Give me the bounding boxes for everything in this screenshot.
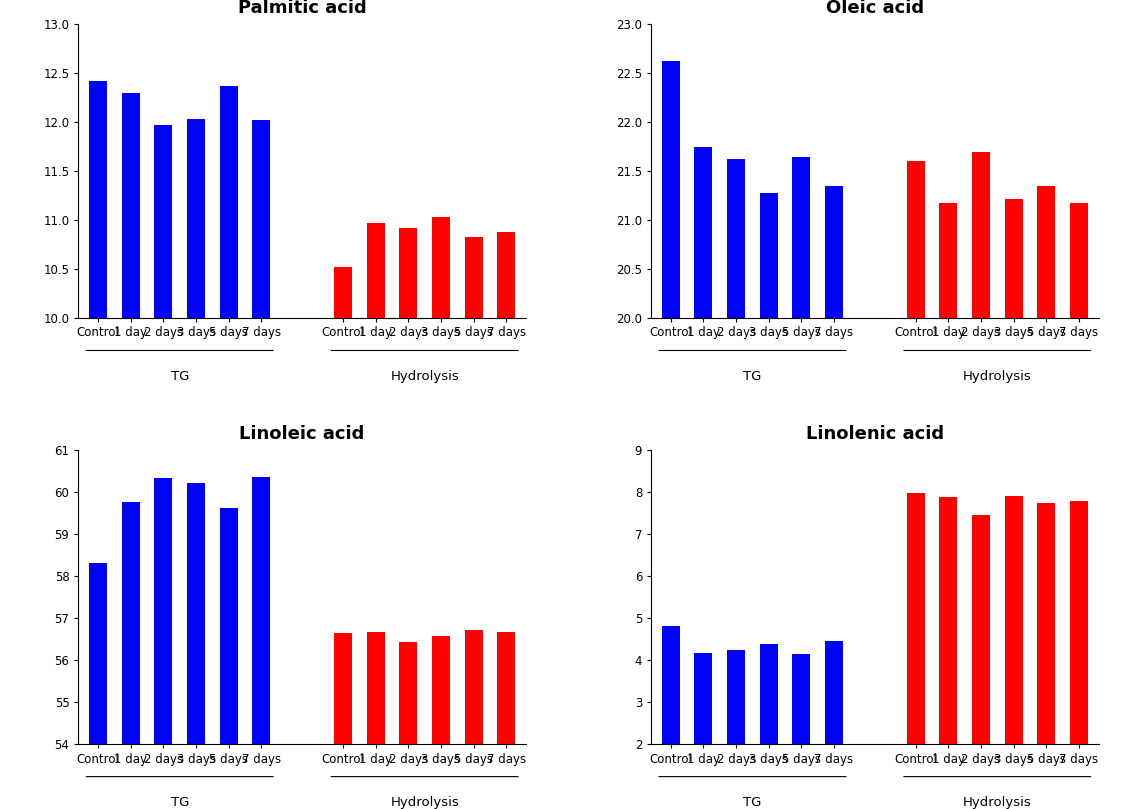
Bar — [187, 483, 205, 809]
Bar — [694, 146, 713, 809]
Text: Hydrolysis: Hydrolysis — [963, 370, 1031, 383]
Bar — [793, 654, 810, 809]
Bar — [907, 162, 925, 809]
Text: TG: TG — [170, 370, 189, 383]
Bar — [432, 637, 450, 809]
Bar — [122, 93, 140, 809]
Text: Hydrolysis: Hydrolysis — [963, 796, 1031, 809]
Bar — [972, 515, 990, 809]
Bar — [825, 186, 843, 809]
Title: Linolenic acid: Linolenic acid — [806, 426, 944, 443]
Bar — [1004, 496, 1022, 809]
Text: TG: TG — [743, 370, 761, 383]
Bar — [1037, 503, 1055, 809]
Bar — [825, 642, 843, 809]
Bar — [972, 151, 990, 809]
Text: Hydrolysis: Hydrolysis — [390, 370, 458, 383]
Bar — [432, 218, 450, 809]
Bar — [464, 630, 483, 809]
Bar — [728, 650, 745, 809]
Bar — [728, 159, 745, 809]
Bar — [464, 237, 483, 809]
Bar — [498, 232, 516, 809]
Bar — [939, 498, 957, 809]
Bar — [367, 223, 385, 809]
Bar — [760, 644, 778, 809]
Bar — [1037, 186, 1055, 809]
Title: Palmitic acid: Palmitic acid — [238, 0, 367, 17]
Bar — [155, 477, 173, 809]
Bar — [334, 633, 352, 809]
Text: TG: TG — [170, 796, 189, 809]
Bar — [187, 119, 205, 809]
Bar — [155, 125, 173, 809]
Bar — [694, 653, 713, 809]
Bar — [334, 267, 352, 809]
Text: Hydrolysis: Hydrolysis — [390, 796, 458, 809]
Bar — [1004, 199, 1022, 809]
Bar — [661, 61, 679, 809]
Bar — [252, 477, 270, 809]
Bar — [399, 228, 417, 809]
Bar — [907, 493, 925, 809]
Bar — [399, 642, 417, 809]
Bar — [498, 632, 516, 809]
Bar — [793, 156, 810, 809]
Bar — [1071, 501, 1088, 809]
Bar — [367, 632, 385, 809]
Text: TG: TG — [743, 796, 761, 809]
Bar — [220, 86, 238, 809]
Bar — [89, 81, 106, 809]
Bar — [661, 626, 679, 809]
Title: Oleic acid: Oleic acid — [826, 0, 924, 17]
Bar — [220, 508, 238, 809]
Bar — [760, 193, 778, 809]
Bar — [89, 563, 106, 809]
Bar — [122, 502, 140, 809]
Bar — [939, 202, 957, 809]
Bar — [252, 121, 270, 809]
Bar — [1071, 202, 1088, 809]
Title: Linoleic acid: Linoleic acid — [240, 426, 364, 443]
